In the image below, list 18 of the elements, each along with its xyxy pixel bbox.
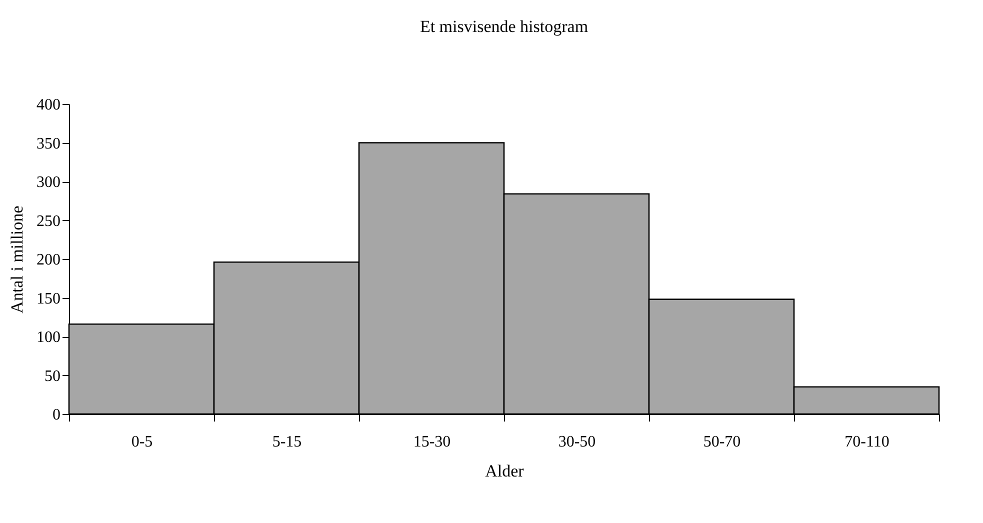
x-tick-label: 5-15 xyxy=(272,434,302,450)
y-tick-label: 0 xyxy=(52,406,60,424)
x-tick-label: 70-110 xyxy=(844,434,890,450)
y-tick-label: 200 xyxy=(36,252,60,268)
x-tick-label: 50-70 xyxy=(703,434,741,450)
y-tick-label: 50 xyxy=(44,368,60,385)
x-axis-title: Alder xyxy=(485,462,524,480)
x-tick-label: 30-50 xyxy=(558,434,596,450)
chart-title: Et misvisende histogram xyxy=(420,17,588,36)
y-tick-label: 100 xyxy=(36,329,60,346)
y-tick-label: 250 xyxy=(36,212,60,230)
y-tick-label: 350 xyxy=(36,135,60,152)
y-tick-label: 300 xyxy=(36,174,60,191)
y-axis-title: Antal i millione xyxy=(8,206,26,314)
y-tick-label: 150 xyxy=(36,290,60,308)
y-tick-label: 400 xyxy=(36,96,60,114)
x-tick-label: 0-5 xyxy=(131,434,153,450)
x-tick-label: 15-30 xyxy=(413,434,451,450)
